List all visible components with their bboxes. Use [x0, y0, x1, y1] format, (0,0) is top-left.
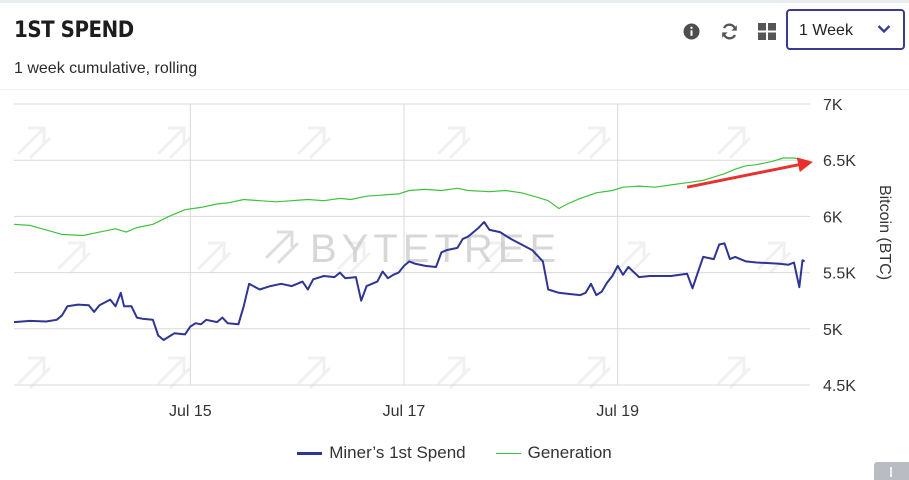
watermark-mark	[716, 356, 752, 390]
y-tick-label: 5K	[823, 322, 843, 339]
refresh-button[interactable]	[718, 20, 740, 42]
x-tick-label: Jul 15	[169, 403, 212, 420]
watermark-mark	[616, 241, 652, 275]
watermark-logo	[264, 230, 300, 265]
watermark-mark	[16, 356, 52, 390]
annotation-layer	[686, 157, 813, 189]
series-line-generation	[13, 157, 805, 237]
page-subtitle: 1 week cumulative, rolling	[14, 60, 198, 77]
watermark-mark	[436, 356, 472, 390]
series-line-miner-s-1st-spend	[13, 221, 806, 341]
legend-item-spend[interactable]: Miner’s 1st Spend	[297, 443, 466, 463]
y-tick-label: 5.5K	[823, 266, 856, 283]
y-tick-label: 6K	[823, 209, 843, 226]
legend-label-generation: Generation	[527, 443, 612, 462]
watermark-mark	[296, 126, 332, 160]
axis-labels: 4.5K 5K 5.5K 6K 6.5K 7K Jul 15 Jul 17 Jul 19 Bitc…	[169, 97, 893, 420]
grid-view-button[interactable]	[756, 20, 778, 42]
y-axis-title: Bitcoin (BTC)	[876, 185, 893, 280]
grid-icon	[758, 22, 776, 40]
y-tick-label: 7K	[823, 97, 843, 114]
chart: BYTETREE 4.5K 5K 5.5K 6K 6.5K 7K Jul 15 Jul 17 J…	[13, 97, 893, 420]
watermark-mark	[716, 126, 752, 160]
info-button[interactable]	[680, 20, 702, 42]
legend-item-generation[interactable]: Generation	[495, 443, 612, 463]
watermark-mark	[476, 241, 512, 275]
watermark-mark	[196, 241, 232, 275]
range-select[interactable]: 1 Week	[786, 9, 905, 50]
watermark-text: BYTETREE	[310, 227, 561, 271]
annotation-arrow	[686, 157, 813, 189]
legend-label-spend: Miner’s 1st Spend	[329, 443, 466, 462]
info-icon	[683, 23, 699, 39]
watermark-mark	[56, 241, 92, 275]
watermark-mark	[156, 126, 192, 160]
watermark-mark	[296, 356, 332, 390]
x-tick-label: Jul 19	[596, 403, 639, 420]
watermark-mark	[756, 241, 792, 275]
y-tick-label: 4.5K	[823, 378, 856, 395]
watermark-mark	[156, 356, 192, 390]
watermark-mark	[336, 241, 372, 275]
refresh-icon	[721, 22, 737, 40]
grid-lines	[14, 103, 810, 386]
header-divider	[0, 89, 909, 90]
x-tick-label: Jul 17	[383, 403, 426, 420]
chevron-down-icon	[877, 25, 891, 34]
legend-swatch-generation	[495, 452, 521, 454]
watermark-mark	[576, 356, 612, 390]
watermark-mark	[436, 126, 472, 160]
range-select-value: 1 Week	[799, 22, 853, 39]
scroll-to-top-button[interactable]	[874, 462, 909, 480]
top-edge	[0, 0, 909, 3]
legend-swatch-spend	[297, 451, 323, 455]
watermark-mark	[576, 126, 612, 160]
y-tick-label: 6.5K	[823, 153, 856, 170]
chart-legend: Miner’s 1st Spend Generation	[0, 443, 909, 463]
watermark-mark	[16, 126, 52, 160]
series-layer	[13, 157, 806, 341]
page-title: 1ST SPEND	[14, 18, 134, 43]
